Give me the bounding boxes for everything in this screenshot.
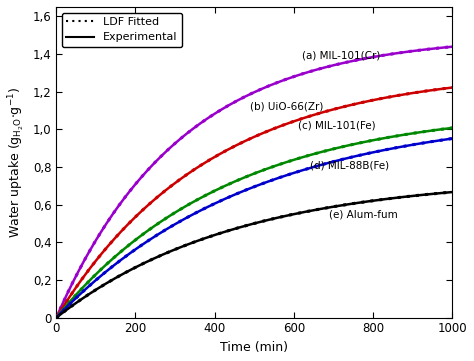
Text: (c) MIL-101(Fe): (c) MIL-101(Fe) xyxy=(298,121,375,130)
Legend: LDF Fitted, Experimental: LDF Fitted, Experimental xyxy=(62,13,182,47)
X-axis label: Time (min): Time (min) xyxy=(220,341,288,354)
Y-axis label: Water uptake ($\mathregular{g_{H_2O}{\cdot}g^{-1}}$): Water uptake ($\mathregular{g_{H_2O}{\cd… xyxy=(7,87,27,238)
Text: (d) MIL-88B(Fe): (d) MIL-88B(Fe) xyxy=(310,161,389,171)
Text: (b) UiO-66(Zr): (b) UiO-66(Zr) xyxy=(250,101,324,112)
Text: (a) MIL-101(Cr): (a) MIL-101(Cr) xyxy=(302,51,380,61)
Text: (e) Alum-fum: (e) Alum-fum xyxy=(329,210,398,220)
